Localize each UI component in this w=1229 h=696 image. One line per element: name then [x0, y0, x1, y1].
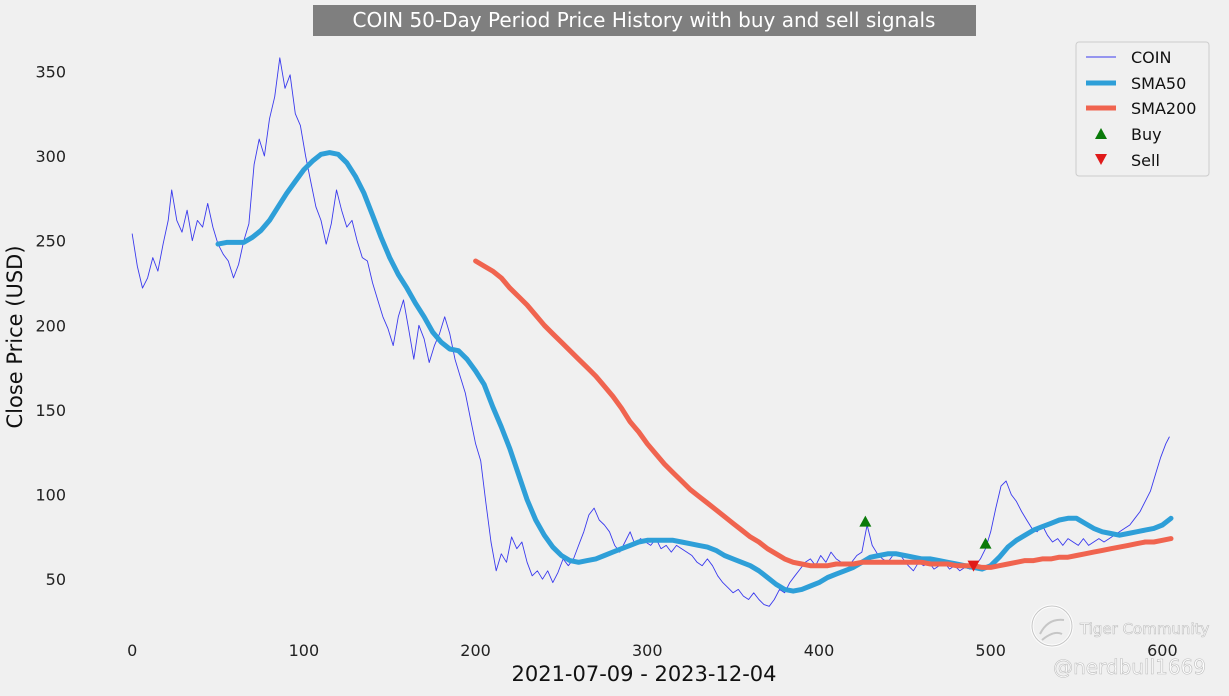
tiger-logo-icon [1030, 604, 1074, 648]
x-tick-label: 600 [1147, 641, 1178, 660]
watermark-brand: Tiger Community [1079, 620, 1209, 638]
legend-label-sma200: SMA200 [1131, 99, 1196, 118]
y-tick-label: 350 [35, 62, 66, 81]
x-tick-label: 400 [804, 641, 835, 660]
x-tick-label: 0 [127, 641, 137, 660]
chart-title: COIN 50-Day Period Price History with bu… [353, 8, 936, 32]
sell-signal-marker [967, 560, 980, 572]
legend-frame [1075, 41, 1210, 177]
signal-layer [859, 515, 992, 572]
y-tick-label: 200 [35, 316, 66, 335]
x-tick-label: 300 [632, 641, 663, 660]
y-tick-label: 150 [35, 401, 66, 420]
x-axis-label: 2021-07-09 - 2023-12-04 [511, 662, 776, 686]
legend-marker-buy [1095, 128, 1107, 139]
y-tick-label: 250 [35, 232, 66, 251]
series-line-sma200 [473, 258, 1174, 570]
legend-marker-sell [1095, 154, 1107, 165]
x-tick-label: 200 [460, 641, 491, 660]
buy-signal-marker [859, 515, 872, 527]
legend-label-sma50: SMA50 [1131, 74, 1186, 93]
axis-layer: 0 100 200 300 400 500 600 50 100 150 200 250 300 350 [35, 62, 1177, 660]
chart-title-group: COIN 50-Day Period Price History with bu… [313, 5, 976, 36]
watermark: Tiger Community @nerdbull1669 [1030, 604, 1210, 679]
series-line-sma50 [215, 150, 1174, 594]
series-layer [131, 57, 1174, 607]
y-tick-label: 100 [35, 486, 66, 505]
chart-title-background [313, 5, 976, 36]
y-tick-label: 300 [35, 147, 66, 166]
legend-label-sell: Sell [1131, 151, 1160, 170]
x-tick-label: 500 [975, 641, 1006, 660]
legend-label-buy: Buy [1131, 125, 1162, 144]
y-axis-label: Close Price (USD) [3, 245, 27, 428]
legend-label-coin: COIN [1131, 48, 1171, 67]
series-line-coin [131, 57, 1170, 607]
watermark-handle: @nerdbull1669 [1053, 655, 1206, 679]
buy-signal-marker [979, 537, 992, 549]
x-tick-label: 100 [289, 641, 320, 660]
y-tick-label: 50 [46, 570, 66, 589]
legend: COIN SMA50 SMA200 Buy Sell [1075, 41, 1210, 177]
